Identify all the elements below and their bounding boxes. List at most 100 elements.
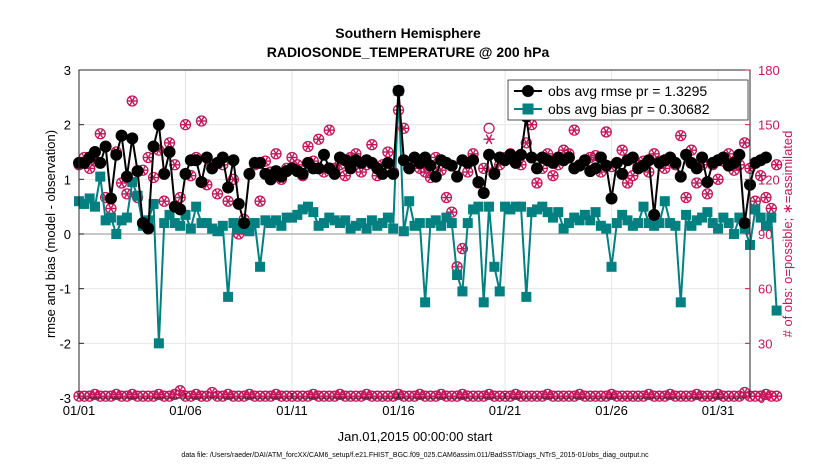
obs-bottom-star [771, 391, 782, 401]
data-marks [73, 84, 783, 402]
bias-point [409, 220, 420, 231]
bias-point [579, 209, 590, 220]
y-tick-label-left: -1 [59, 282, 71, 297]
bias-point [638, 201, 649, 212]
bias-point [329, 215, 340, 226]
bias-point [249, 218, 260, 229]
y-tick-label-left: 2 [64, 118, 71, 133]
obs-assimilated-marker [222, 196, 234, 207]
bias-point [159, 218, 170, 229]
obs-assimilated-marker [765, 203, 777, 214]
bias-point [766, 212, 777, 223]
rmse-point [392, 84, 405, 97]
obs-assimilated-marker [616, 145, 628, 156]
obs-assimilated-marker [302, 141, 314, 152]
bias-point [542, 207, 553, 218]
obs-assimilated-marker [323, 125, 335, 136]
bias-point [659, 196, 670, 207]
rmse-point [147, 140, 160, 153]
bias-point [430, 215, 441, 226]
bias-point [553, 207, 564, 218]
obs-assimilated-marker [105, 203, 117, 214]
rmse-point [131, 165, 144, 178]
bias-point [617, 209, 628, 220]
bias-point [350, 220, 361, 231]
bias-point [164, 209, 175, 220]
obs-assimilated-marker [440, 192, 452, 203]
bias-point [121, 212, 132, 223]
bias-point [558, 223, 569, 234]
rmse-point [467, 154, 480, 167]
bias-point [95, 171, 106, 182]
y-tick-label-right: 150 [758, 118, 780, 133]
x-tick-label: 01/01 [63, 403, 96, 418]
bias-point [244, 226, 255, 237]
bias-point [233, 223, 244, 234]
rmse-point [126, 132, 139, 145]
rmse-point [424, 159, 437, 172]
obs-assimilated-marker [712, 174, 724, 185]
rmse-point [243, 167, 256, 180]
bias-point [452, 270, 463, 280]
bias-point [318, 218, 329, 229]
rmse-point [99, 140, 112, 153]
rmse-point [104, 192, 117, 205]
chart-title-line2: RADIOSONDE_TEMPERATURE @ 200 hPa [267, 44, 550, 60]
bias-point [494, 286, 505, 297]
bias-point [457, 286, 468, 297]
obs-assimilated-marker [600, 126, 612, 138]
rmse-point [312, 162, 325, 175]
bias-point [228, 218, 239, 229]
bias-point [473, 201, 484, 212]
bias-point [760, 220, 771, 231]
y-tick-label-right: 120 [758, 172, 780, 187]
rmse-point [403, 162, 416, 175]
bias-point [292, 209, 303, 220]
bias-point [484, 201, 495, 212]
bias-point [643, 218, 654, 229]
rmse-point [158, 167, 171, 180]
bias-point [531, 204, 542, 215]
obs-assimilated-marker [254, 196, 266, 207]
y-tick-label-right: 60 [758, 282, 772, 297]
bias-point [255, 261, 266, 272]
y-tick-label-left: 3 [64, 63, 71, 78]
rmse-point [616, 167, 629, 180]
bias-point [622, 215, 633, 226]
obs-assimilated-marker [270, 148, 282, 159]
rmse-point [445, 159, 458, 172]
bias-point [302, 201, 313, 212]
bias-point [297, 204, 308, 215]
bias-point [601, 223, 612, 234]
bias-point [750, 204, 761, 215]
obs-assimilated-marker [313, 134, 325, 145]
bias-point [510, 201, 521, 212]
bias-point [468, 204, 479, 215]
rmse-point [190, 154, 203, 167]
bias-point [308, 207, 319, 218]
obs-assimilated-marker [691, 177, 703, 189]
bias-point [111, 229, 122, 239]
rmse-point [195, 176, 208, 189]
bias-point [654, 218, 665, 229]
rmse-point [669, 156, 682, 169]
rmse-point [472, 176, 485, 189]
y-tick-label-right: 180 [758, 63, 780, 78]
bias-point [148, 198, 159, 209]
rmse-point [701, 176, 714, 189]
obs-assimilated-marker [195, 115, 207, 127]
footnote: data file: /Users/raeder/DAI/ATM_forcXX/… [181, 452, 649, 459]
rmse-point [381, 156, 394, 169]
legend-rmse-marker [522, 85, 534, 97]
bias-point [212, 226, 223, 237]
bias-point [313, 220, 324, 231]
x-axis-label: Jan.01,2015 00:00:00 start [338, 429, 493, 444]
rmse-point [222, 181, 235, 194]
bias-point [505, 204, 516, 215]
bias-point [606, 261, 617, 272]
obs-assimilated-marker [568, 125, 580, 136]
rmse-point [94, 156, 107, 169]
bias-point [516, 201, 527, 212]
obs-assimilated-marker [158, 196, 170, 207]
bias-point [563, 218, 574, 229]
